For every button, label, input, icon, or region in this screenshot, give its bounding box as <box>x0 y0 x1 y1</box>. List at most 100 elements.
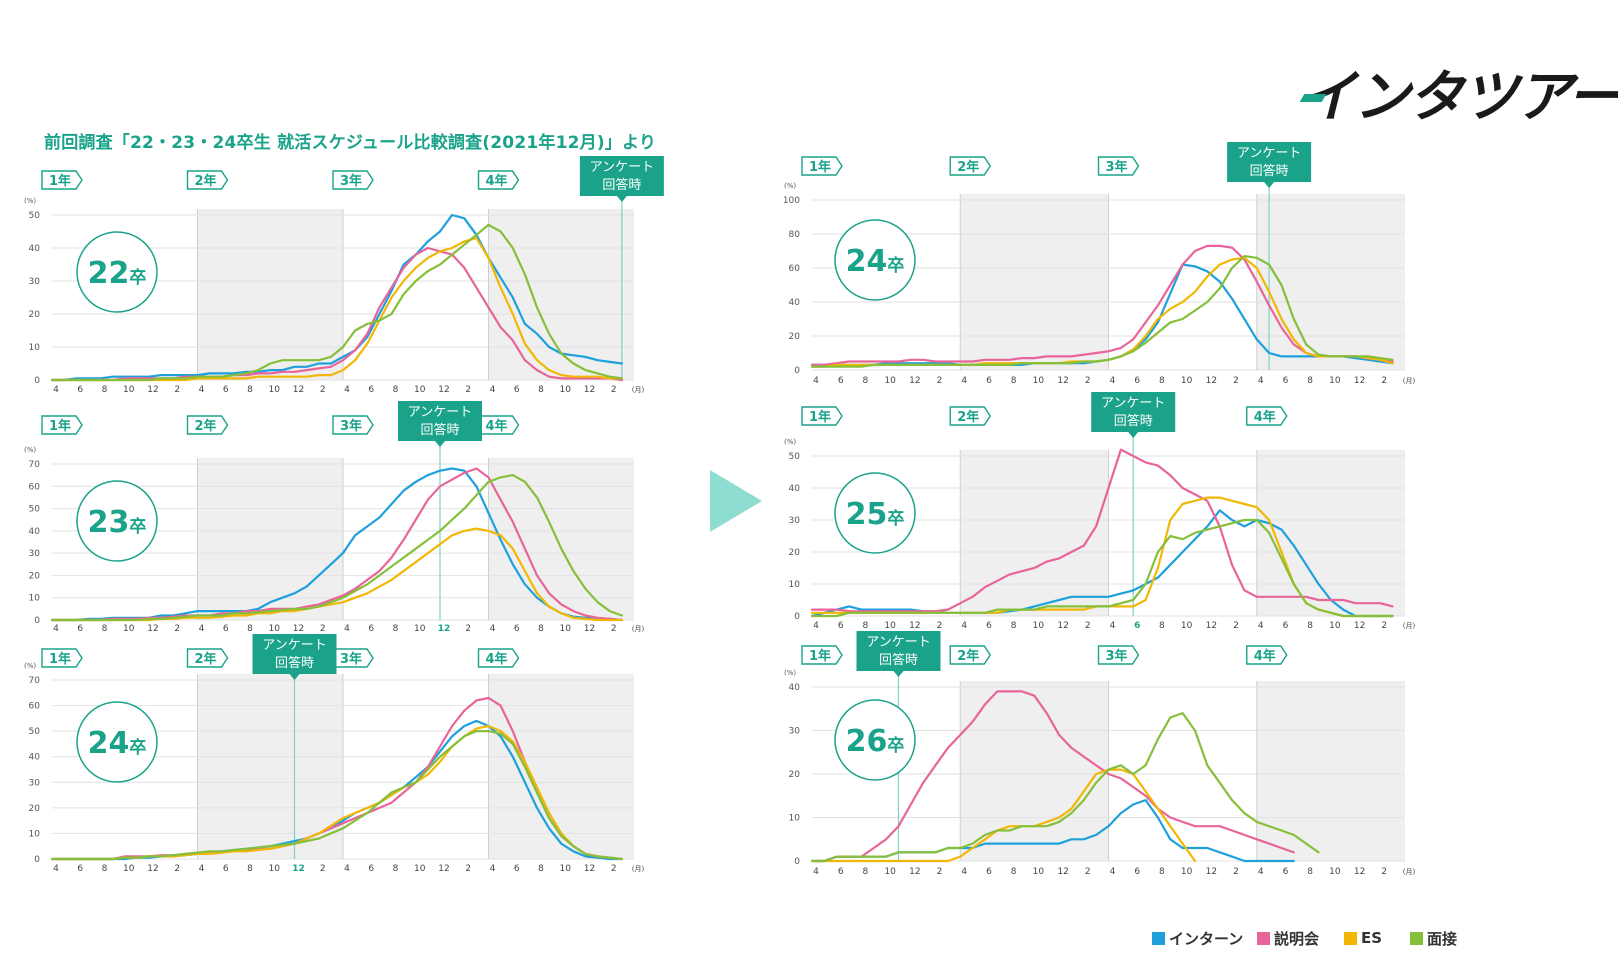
x-tick-label: 4 <box>961 376 967 386</box>
callout-text-line2: 回答時 <box>1114 413 1153 429</box>
year-tag-4: 4年 <box>477 648 520 668</box>
x-tick-label: 10 <box>269 624 281 634</box>
x-tick-label: 2 <box>465 385 471 395</box>
callout-box <box>252 634 337 674</box>
year-tag-2: 2年 <box>949 406 992 426</box>
x-tick-label: 2 <box>174 385 180 395</box>
year-tag-frame <box>949 406 992 426</box>
year-tag-frame <box>1246 645 1288 665</box>
year-tag-3: 3年 <box>1097 156 1140 176</box>
x-tick-label: 10 <box>560 385 572 395</box>
x-tick-label: 4 <box>199 385 205 395</box>
legend-item-interview: 面接 <box>1410 928 1457 948</box>
x-tick-label: 6 <box>1134 376 1140 386</box>
x-unit-label: (月) <box>1403 377 1416 385</box>
year-tag-frame <box>332 415 374 435</box>
x-tick-label: 12 <box>1354 867 1365 877</box>
legend-item-intern: インターン <box>1152 928 1243 948</box>
series-line-4 <box>50 223 624 382</box>
year-shade-4 <box>488 458 634 620</box>
x-tick-label: 4 <box>344 385 350 395</box>
x-tick-label: 4 <box>344 864 350 874</box>
y-tick-label: 20 <box>29 310 41 320</box>
year-tag-3: 3年 <box>1097 645 1140 665</box>
series-line-1 <box>810 509 1394 618</box>
cohort-badge-circle <box>834 472 916 554</box>
year-tag-label: 4年 <box>1254 409 1276 425</box>
callout-text-line1: アンケート <box>866 635 930 650</box>
y-tick-label: 50 <box>29 727 41 737</box>
y-tick-label: 0 <box>34 376 40 386</box>
x-tick-label: 10 <box>123 864 135 874</box>
y-unit-label: (%) <box>24 662 36 670</box>
year-shade-4 <box>488 674 634 859</box>
x-tick-label: 10 <box>414 864 426 874</box>
y-tick-label: 20 <box>29 571 41 581</box>
x-tick-label: 4 <box>961 621 967 631</box>
x-tick-label: 10 <box>560 864 572 874</box>
x-tick-label: 10 <box>123 385 135 395</box>
x-tick-label: 4 <box>53 624 59 634</box>
y-tick-label: 40 <box>29 527 41 537</box>
cohort-badge-label: 25卒 <box>846 497 905 532</box>
x-tick-label: 4 <box>1110 621 1116 631</box>
x-tick-label: 12 <box>1206 376 1217 386</box>
x-tick-label: 2 <box>320 385 326 395</box>
x-tick-label: 4 <box>813 376 819 386</box>
year-tag-frame <box>477 170 520 190</box>
x-tick-label: 8 <box>1307 867 1313 877</box>
cohort-badge-circle <box>834 699 916 781</box>
x-unit-label: (月) <box>1403 622 1416 630</box>
x-tick-label: 4 <box>961 867 967 877</box>
year-shade-2 <box>960 194 1109 370</box>
year-tag-2: 2年 <box>186 170 229 190</box>
x-tick-label: 6 <box>1283 376 1289 386</box>
x-tick-label: 8 <box>863 621 869 631</box>
x-tick-label: 12 <box>438 385 449 395</box>
x-tick-label: 12 <box>438 624 451 634</box>
x-tick-label: 10 <box>1181 621 1193 631</box>
x-tick-label: 10 <box>1181 376 1193 386</box>
year-tag-frame <box>186 170 229 190</box>
x-unit-label: (月) <box>632 865 645 873</box>
x-tick-label: 2 <box>320 624 326 634</box>
year-tag-label: 4年 <box>485 651 507 667</box>
year-tag-3: 3年 <box>332 170 374 190</box>
x-tick-label: 8 <box>1159 376 1165 386</box>
x-tick-label: 2 <box>1381 376 1387 386</box>
year-tag-3: 3年 <box>332 415 374 435</box>
x-tick-label: 6 <box>223 385 229 395</box>
cohort-badge: 24卒 <box>76 701 158 783</box>
year-tag-frame <box>41 170 83 190</box>
year-tag-frame <box>949 645 992 665</box>
series-line-4 <box>810 518 1394 618</box>
x-tick-label: 2 <box>937 621 943 631</box>
y-tick-label: 20 <box>789 332 801 342</box>
x-tick-label: 12 <box>1206 621 1217 631</box>
series-line-4 <box>810 711 1320 863</box>
x-tick-label: 6 <box>838 376 844 386</box>
y-tick-label: 40 <box>789 683 801 693</box>
y-tick-label: 30 <box>789 516 801 526</box>
legend-swatch-interview <box>1410 931 1423 945</box>
y-tick-label: 30 <box>789 727 801 737</box>
x-tick-label: 8 <box>1159 867 1165 877</box>
cohort-badge: 25卒 <box>834 472 916 554</box>
x-tick-label: 12 <box>1354 621 1365 631</box>
year-tag-frame <box>801 156 843 176</box>
y-tick-label: 30 <box>29 778 41 788</box>
x-tick-label: 6 <box>223 624 229 634</box>
x-tick-label: 12 <box>1206 867 1217 877</box>
year-tag-label: 3年 <box>340 173 362 189</box>
x-tick-label: 6 <box>986 621 992 631</box>
x-tick-label: 6 <box>77 385 83 395</box>
x-tick-label: 12 <box>1057 867 1068 877</box>
legend-label-briefing: 説明会 <box>1274 929 1320 948</box>
year-tag-frame <box>801 645 843 665</box>
year-shade-4 <box>1256 681 1405 861</box>
x-tick-label: 6 <box>1134 621 1140 631</box>
